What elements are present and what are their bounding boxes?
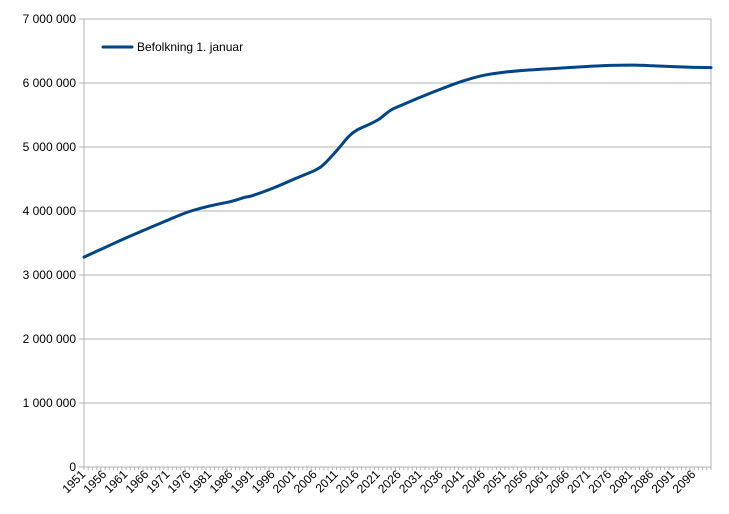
axes [79,18,712,470]
y-axis-tick-labels: 0 1 000 000 2 000 000 3 000 000 4 000 000 5 0… [23,12,77,474]
y-tick-label: 1 000 000 [23,396,77,410]
y-tick-label: 4 000 000 [23,204,77,218]
x-tick-label: 2096 [670,467,699,496]
y-tick-label: 7 000 000 [23,12,77,26]
series-line-0 [82,63,713,259]
series-lines [82,63,713,259]
y-tick-label: 2 000 000 [23,332,77,346]
legend: Befolkning 1. januar [101,40,243,54]
y-tick-label: 0 [69,460,76,474]
gridlines [84,18,711,404]
x-axis-tick-labels: 1951195619611966197119761981198619911996… [59,467,698,496]
y-tick-label: 6 000 000 [23,76,77,90]
y-tick-label: 3 000 000 [23,268,77,282]
legend-label: Befolkning 1. januar [137,40,243,54]
y-tick-label: 5 000 000 [23,140,77,154]
